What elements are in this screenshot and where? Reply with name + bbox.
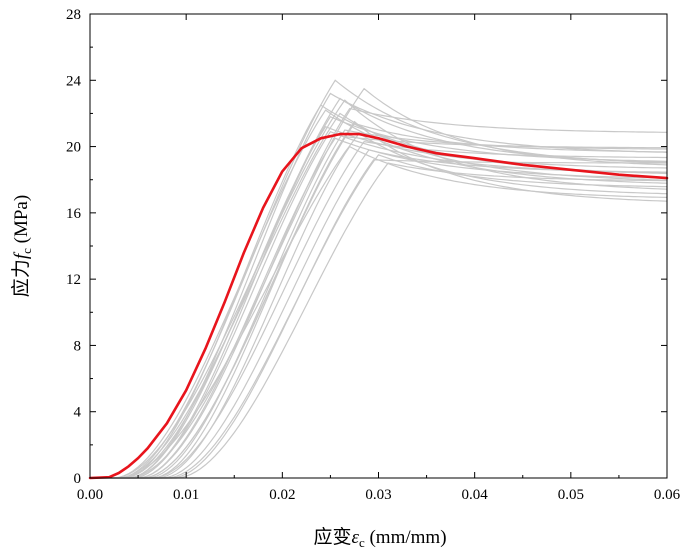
y-tick-label: 0: [74, 471, 82, 487]
sample-curve: [90, 97, 668, 479]
x-tick-label: 0.03: [365, 487, 391, 503]
x-tick-label: 0.02: [269, 487, 295, 503]
sample-curve: [90, 132, 668, 479]
sample-curve: [90, 129, 668, 479]
y-axis-label: 应力fc (MPa): [10, 195, 34, 297]
y-tick-label: 12: [66, 272, 81, 288]
y-tick-label: 16: [66, 206, 82, 222]
sample-curve: [90, 135, 668, 479]
x-tick-label: 0.04: [462, 487, 489, 503]
sample-curve: [90, 92, 668, 479]
sample-curve: [90, 87, 668, 479]
y-tick-label: 28: [66, 7, 81, 23]
y-tick-label: 24: [66, 73, 82, 89]
y-tick-label: 20: [66, 140, 81, 156]
y-tick-label: 8: [74, 338, 82, 354]
sample-curve: [90, 122, 668, 479]
axis-ticks-group: 0.00 0.01 0.02 0.03 0.04 0.05 0.06 0 4 8 12 16 20 24 2…: [66, 7, 681, 503]
sample-curve: [90, 162, 667, 479]
sample-curve: [90, 107, 667, 479]
x-tick-label: 0.06: [654, 487, 681, 503]
x-axis-label: 应变εc (mm/mm): [313, 526, 446, 550]
sample-curve: [90, 137, 668, 479]
x-tick-label: 0.00: [77, 487, 103, 503]
y-tick-label: 4: [74, 405, 82, 421]
sample-curves-group: [90, 79, 668, 479]
sample-curve: [90, 140, 667, 479]
x-tick-label: 0.01: [173, 487, 199, 503]
x-tick-label: 0.05: [558, 487, 584, 503]
mean-curve: [88, 132, 669, 480]
sample-curve: [90, 154, 667, 479]
